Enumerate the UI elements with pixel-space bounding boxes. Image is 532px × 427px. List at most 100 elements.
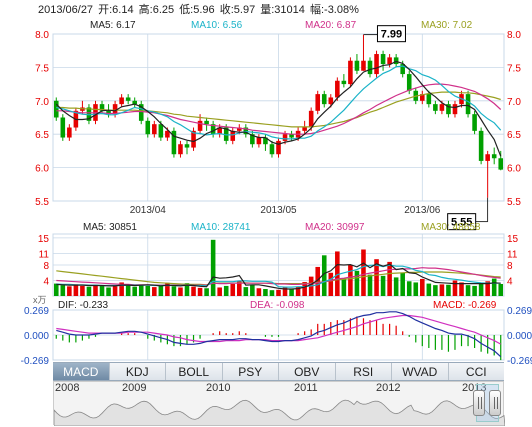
tab-rsi[interactable]: RSI xyxy=(336,363,392,380)
navigator-year-label: 2011 xyxy=(294,382,318,394)
candle-body xyxy=(158,124,164,138)
candle-body xyxy=(112,104,118,115)
candle-body xyxy=(223,127,229,141)
volume-bar xyxy=(145,285,151,296)
macd-dea-line xyxy=(56,314,501,345)
volume-bar xyxy=(315,266,321,296)
candle-body xyxy=(197,120,203,131)
candle-body xyxy=(439,104,445,111)
price-axis-tick-left: 8.0 xyxy=(35,30,49,41)
quote-volume: 量:31014 xyxy=(260,4,305,16)
tab-boll[interactable]: BOLL xyxy=(166,363,223,380)
high-annotation-label: 7.99 xyxy=(381,29,402,41)
volume-bar xyxy=(112,286,118,296)
volume-bar xyxy=(321,255,327,296)
volume-bar xyxy=(256,288,262,296)
candle-body xyxy=(289,134,294,138)
navigator-left-handle[interactable] xyxy=(473,390,485,416)
volume-bar xyxy=(400,272,405,296)
time-navigator[interactable] xyxy=(53,381,505,426)
volume-ma20-legend: MA20: 30997 xyxy=(305,222,365,233)
volume-bar xyxy=(433,285,438,296)
navigator-year-label: 2009 xyxy=(122,382,147,394)
volume-bar xyxy=(393,277,399,296)
volume-bar xyxy=(171,286,177,296)
candle-body xyxy=(119,97,124,105)
navigator-sparkline xyxy=(54,399,505,426)
tab-psy[interactable]: PSY xyxy=(223,363,279,380)
volume-bar xyxy=(387,261,392,296)
tab-macd[interactable]: MACD xyxy=(53,363,110,380)
volume-bar xyxy=(491,278,497,296)
candle-body xyxy=(125,97,131,101)
volume-bar xyxy=(217,287,222,296)
volume-ma5-legend: MA5: 30851 xyxy=(83,222,137,233)
candle-body xyxy=(263,137,268,145)
candle-body xyxy=(328,97,334,105)
candle-body xyxy=(387,57,392,65)
tab-cci[interactable]: CCI xyxy=(465,364,487,379)
candle-body xyxy=(374,54,379,75)
volume-bar xyxy=(472,285,477,296)
navigator-year-label: 2012 xyxy=(376,382,401,394)
volume-unit-label: x万 xyxy=(33,295,47,305)
price-ma20-legend: MA20: 6.87 xyxy=(305,20,357,31)
quote-close: 收:5.97 xyxy=(219,4,256,16)
candle-body xyxy=(217,127,222,135)
macd-axis-tick-left: -0.269 xyxy=(21,356,50,367)
candle-body xyxy=(86,107,92,121)
volume-bar xyxy=(106,287,111,296)
candle-body xyxy=(152,124,157,135)
candle-body xyxy=(256,137,262,145)
price-axis-tick-right: 7.5 xyxy=(507,63,521,74)
volume-bar xyxy=(243,287,249,296)
volume-bar xyxy=(420,278,425,296)
price-axis-tick-right: 6.0 xyxy=(507,164,521,175)
navigator-year-label: 2008 xyxy=(55,382,80,394)
candle-body xyxy=(250,134,255,145)
volume-bar xyxy=(223,285,229,296)
price-ma20-line xyxy=(56,83,502,135)
date-axis-tick-label: 2013/06 xyxy=(404,205,441,216)
price-axis-tick-left: 7.0 xyxy=(35,97,49,108)
price-axis-tick-left: 6.5 xyxy=(35,130,49,141)
high-annotation-box xyxy=(376,25,406,43)
volume-bar xyxy=(452,280,458,296)
quote-date: 2013/06/27 xyxy=(38,4,94,16)
candle-body xyxy=(380,54,386,65)
candle-body xyxy=(184,144,190,148)
volume-bar xyxy=(282,287,288,296)
volume-bar xyxy=(348,265,353,296)
volume-bar xyxy=(426,283,432,296)
price-axis-tick-left: 6.0 xyxy=(35,164,49,175)
date-axis-tick-label: 2013/04 xyxy=(130,205,167,216)
candle-body xyxy=(485,154,490,161)
candle-body xyxy=(446,104,451,115)
volume-bar xyxy=(289,288,294,296)
price-ma30-line xyxy=(56,91,501,128)
navigator-right-handle[interactable] xyxy=(489,390,501,416)
volume-bar xyxy=(485,281,490,296)
price-ma10-legend: MA10: 6.56 xyxy=(191,20,243,31)
candle-body xyxy=(335,80,340,98)
candle-body xyxy=(465,94,471,115)
price-axis-tick-left: 7.5 xyxy=(35,63,49,74)
volume-bar xyxy=(184,283,190,296)
candle-body xyxy=(406,74,412,91)
candle-body xyxy=(400,64,405,75)
candle-body xyxy=(433,104,438,111)
candle-body xyxy=(243,127,249,135)
candle-body xyxy=(106,110,111,115)
price-ma5-legend: MA5: 6.17 xyxy=(90,20,136,31)
volume-bar xyxy=(152,287,157,296)
quote-open: 开:6.14 xyxy=(98,4,134,16)
tab-obv[interactable]: OBV xyxy=(279,363,336,380)
volume-bar xyxy=(269,290,275,296)
volume-bar xyxy=(99,285,105,296)
volume-bar xyxy=(210,239,216,296)
tab-kdj[interactable]: KDJ xyxy=(110,363,166,380)
tab-wvad[interactable]: WVAD xyxy=(392,363,449,380)
volume-bar xyxy=(86,286,92,296)
candle-body xyxy=(348,60,353,85)
